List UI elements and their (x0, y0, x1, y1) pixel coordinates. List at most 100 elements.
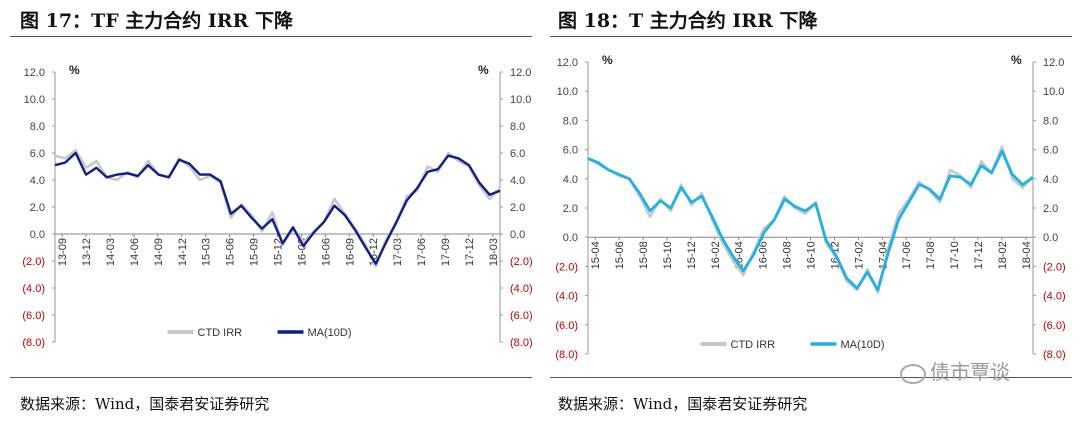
figure-18-chart: 12.0 12.0 10.0 10.0 8.0 8.0 6.0 6.0 4.0 4.0 2.0 2.0… (555, 53, 1066, 361)
x-tick-label: 18-02 (997, 241, 1009, 269)
y-tick-label-left: (8.0) (22, 337, 45, 349)
y-tick-label-right: 10.0 (510, 94, 531, 106)
x-tick-label: 17-12 (464, 238, 476, 266)
x-tick-label: 14-03 (105, 238, 117, 266)
y-tick-label-right: 12.0 (510, 67, 531, 79)
y-tick-label-right: 6.0 (510, 148, 525, 160)
legend-label-ma10d: MA(10D) (308, 327, 352, 339)
y-tick-label-left: 0.0 (30, 229, 45, 241)
x-tick-label: 17-03 (392, 238, 404, 266)
x-tick-label: 16-06 (758, 241, 770, 269)
x-tick-label: 14-09 (153, 238, 165, 266)
y-tick-label-right: (6.0) (1043, 320, 1066, 332)
figure-17-panel: 图 17：TF 主力合约 IRR 下降 12.0 12.0 10.0 10.0 8.0 8… (10, 10, 533, 413)
y-tick-label-left: 12.0 (557, 57, 578, 69)
y-tick-label-left: 4.0 (563, 174, 578, 186)
figure-17-bottom-rule (10, 377, 532, 378)
y-tick-label-left: (8.0) (555, 349, 578, 361)
x-tick-label: 15-06 (225, 238, 237, 266)
y-tick-label-left: 10.0 (24, 94, 45, 106)
y-tick-label-right: (4.0) (510, 283, 533, 295)
y-tick-label-right: 0.0 (510, 229, 525, 241)
y-tick-label-left: 0.0 (563, 232, 578, 244)
series-line-ma10d (54, 151, 501, 265)
x-tick-label: 17-02 (853, 241, 865, 269)
x-tick-label: 15-08 (638, 241, 650, 269)
x-tick-label: 17-06 (416, 238, 428, 266)
x-tick-label: 17-08 (925, 241, 937, 269)
unit-label-right: % (1011, 53, 1022, 67)
x-tick-label: 15-06 (614, 241, 626, 269)
y-tick-label-left: 4.0 (30, 175, 45, 187)
figure-17-top-rule (10, 36, 532, 37)
series-line-ctd-irr (587, 145, 1034, 294)
y-tick-label-right: 12.0 (1043, 57, 1064, 69)
y-tick-label-right: (8.0) (1043, 349, 1066, 361)
x-tick-label: 17-12 (973, 241, 985, 269)
x-tick-label: 13-12 (81, 238, 93, 266)
x-tick-label: 16-06 (320, 238, 332, 266)
y-tick-label-left: 6.0 (30, 148, 45, 160)
x-tick-label: 15-09 (249, 238, 261, 266)
x-tick-label: 14-06 (129, 238, 141, 266)
x-tick-label: 16-02 (710, 241, 722, 269)
figure-17-chart: 12.0 12.0 10.0 10.0 8.0 8.0 6.0 6.0 4.0 4.0 2.0 2.0… (22, 63, 533, 349)
watermark-text: 债市覃谈 (930, 360, 1010, 384)
y-tick-label-left: 10.0 (557, 86, 578, 98)
y-tick-label-right: 4.0 (510, 175, 525, 187)
x-tick-label: 16-10 (806, 241, 818, 269)
legend-label-ctd-irr: CTD IRR (731, 339, 776, 351)
y-tick-label-right: 2.0 (1043, 203, 1058, 215)
y-tick-label-left: (6.0) (22, 310, 45, 322)
y-tick-label-left: 8.0 (30, 121, 45, 133)
y-tick-label-left: 2.0 (30, 202, 45, 214)
y-tick-label-left: (6.0) (555, 320, 578, 332)
x-tick-label: 17-06 (901, 241, 913, 269)
x-tick-label: 13-09 (57, 238, 69, 266)
y-tick-label-right: 6.0 (1043, 145, 1058, 157)
figure-18-title: 图 18：T 主力合约 IRR 下降 (558, 10, 818, 32)
wechat-icon (900, 363, 926, 384)
y-tick-label-left: 6.0 (563, 145, 578, 157)
legend-label-ma10d: MA(10D) (841, 339, 885, 351)
y-tick-label-right: (2.0) (1043, 261, 1066, 273)
y-tick-label-right: (4.0) (1043, 291, 1066, 303)
y-tick-label-left: (2.0) (22, 256, 45, 268)
y-tick-label-right: (2.0) (510, 256, 533, 268)
y-tick-label-right: 8.0 (510, 121, 525, 133)
x-tick-label: 16-08 (782, 241, 794, 269)
x-tick-label: 16-09 (344, 238, 356, 266)
series-line-ma10d (587, 149, 1034, 292)
y-tick-label-left: 2.0 (563, 203, 578, 215)
y-tick-label-left: (4.0) (22, 283, 45, 295)
x-tick-label: 15-12 (686, 241, 698, 269)
figure-18-bottom-rule (550, 377, 1072, 378)
figure-18-panel: 图 18：T 主力合约 IRR 下降 12.0 12.0 10.0 10.0 8.0 8.… (540, 0, 1080, 421)
unit-label-right: % (478, 63, 489, 77)
x-tick-label: 17-09 (440, 238, 452, 266)
x-tick-label: 15-10 (662, 241, 674, 269)
figure-17-title: 图 17：TF 主力合约 IRR 下降 (20, 10, 293, 32)
legend-label-ctd-irr: CTD IRR (198, 327, 243, 339)
figure-17-source: 数据来源：Wind，国泰君安证券研究 (20, 395, 270, 413)
unit-label-left: % (69, 63, 80, 77)
x-tick-label: 18-04 (1021, 241, 1033, 269)
x-tick-label: 18-03 (488, 238, 500, 266)
y-tick-label-left: 8.0 (563, 115, 578, 127)
y-tick-label-right: 10.0 (1043, 86, 1064, 98)
y-tick-label-left: (2.0) (555, 261, 578, 273)
x-tick-label: 15-04 (590, 241, 602, 269)
watermark: 债市覃谈 (900, 356, 1010, 385)
y-tick-label-right: 0.0 (1043, 232, 1058, 244)
x-tick-label: 17-10 (949, 241, 961, 269)
figure-18-top-rule (550, 36, 1072, 37)
y-tick-label-right: (8.0) (510, 337, 533, 349)
y-tick-label-right: 4.0 (1043, 174, 1058, 186)
x-tick-label: 14-12 (177, 238, 189, 266)
y-tick-label-right: 8.0 (1043, 115, 1058, 127)
figure-18-source: 数据来源：Wind，国泰君安证券研究 (558, 395, 808, 413)
y-tick-label-right: 2.0 (510, 202, 525, 214)
y-tick-label-right: (6.0) (510, 310, 533, 322)
x-tick-label: 15-03 (201, 238, 213, 266)
unit-label-left: % (602, 53, 613, 67)
